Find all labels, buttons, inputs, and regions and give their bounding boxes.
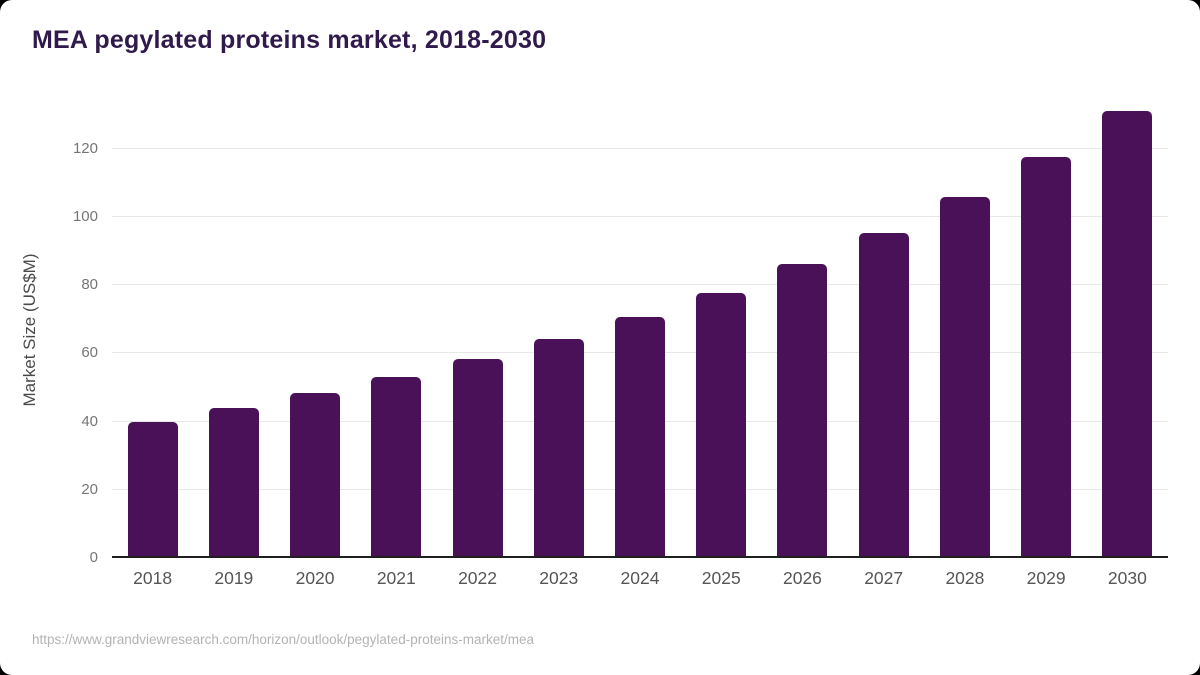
x-tick-label: 2019 [214,568,254,588]
x-tick-label: 2027 [864,568,904,588]
y-tick-label: 80 [81,276,98,293]
x-tick-label: 2018 [133,568,173,588]
bar-2023 [533,338,584,558]
y-tick-label: 0 [89,549,98,566]
bar-2028 [939,196,990,558]
bar-2018 [127,421,178,558]
bar-2025 [696,292,747,558]
bar-2026 [777,263,828,558]
gridline [112,215,1168,217]
bar-2029 [1021,156,1072,558]
gridline [112,284,1168,285]
x-tick-label: 2024 [620,568,660,588]
bar-2030 [1102,111,1153,558]
y-tick-label: 100 [72,207,98,225]
x-axis-line [112,556,1168,558]
plot-area [112,94,1168,558]
bar-2027 [858,232,909,558]
source-url: https://www.grandviewresearch.com/horizo… [32,632,534,647]
x-tick-label: 2021 [376,568,416,588]
y-tick-label: 20 [81,480,98,498]
x-tick-label: 2029 [1026,568,1066,588]
y-tick-label: 60 [81,344,98,362]
x-tick-label: 2025 [701,568,741,588]
bar-2024 [615,316,665,558]
x-tick-label: 2028 [945,568,985,588]
x-tick-label: 2020 [295,568,335,588]
x-tick-label: 2023 [539,568,579,588]
bar-2019 [208,407,259,558]
chart-title: MEA pegylated proteins market, 2018-2030 [32,26,547,54]
x-tick-label: 2030 [1107,568,1147,588]
bar-2022 [452,359,503,558]
bar-2020 [290,393,341,558]
gridline [112,147,1168,149]
y-tick-label: 120 [72,139,98,157]
bar-2021 [371,377,422,558]
x-tick-label: 2026 [782,568,822,588]
y-tick-label: 40 [81,412,98,430]
x-tick-label: 2022 [458,568,497,588]
